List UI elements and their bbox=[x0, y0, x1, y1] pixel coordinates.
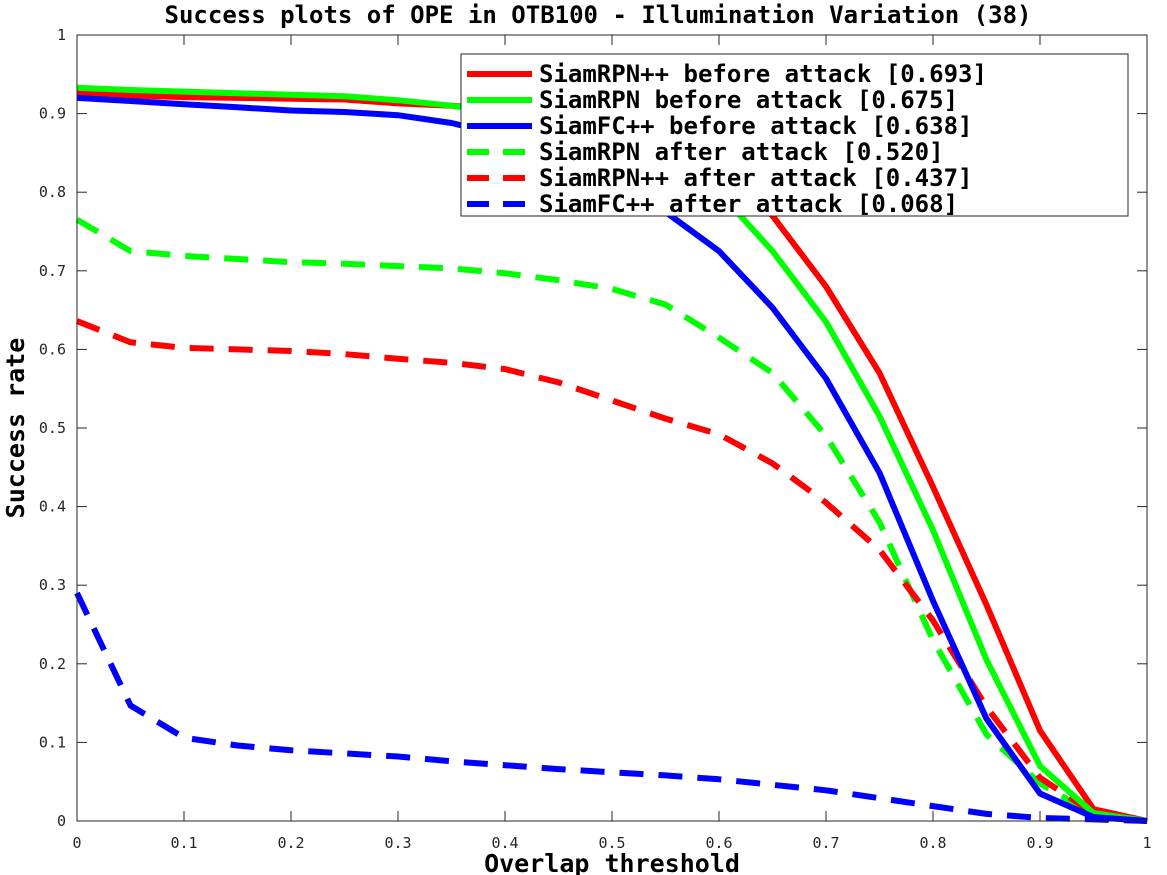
x-tick-label: 0 bbox=[72, 834, 81, 852]
y-tick-label: 0.5 bbox=[39, 419, 66, 437]
y-tick-label: 0.9 bbox=[39, 105, 66, 123]
x-tick-label: 0.8 bbox=[919, 834, 946, 852]
y-tick-label: 1 bbox=[57, 26, 66, 44]
y-tick-label: 0.2 bbox=[39, 655, 66, 673]
legend-label-5: SiamRPN++ after attack [0.437] bbox=[539, 164, 972, 192]
x-tick-label: 0.2 bbox=[277, 834, 304, 852]
legend: SiamRPN++ before attack [0.693]SiamRPN b… bbox=[460, 53, 1129, 218]
x-tick-label: 0.9 bbox=[1026, 834, 1053, 852]
x-tick-label: 0.7 bbox=[812, 834, 839, 852]
legend-entries: SiamRPN++ before attack [0.693]SiamRPN b… bbox=[467, 60, 987, 218]
x-tick-label: 0.3 bbox=[384, 834, 411, 852]
tick-layer: 0 0.1 0.2 0.3 0.4 0.5 0.6 0.7 0.8 0.9 1 0 0.1 0.2 0.3 0… bbox=[39, 26, 1152, 852]
y-tick-label: 0.1 bbox=[39, 733, 66, 751]
y-tick-label: 0.8 bbox=[39, 183, 66, 201]
x-tick-label: 0.1 bbox=[170, 834, 197, 852]
x-tick-label: 0.5 bbox=[598, 834, 625, 852]
y-tick-label: 0.7 bbox=[39, 262, 66, 280]
x-axis-label: Overlap threshold bbox=[484, 849, 740, 875]
y-tick-label: 0.3 bbox=[39, 576, 66, 594]
series-line-4 bbox=[75, 217, 1148, 824]
y-tick-label: 0.4 bbox=[39, 498, 66, 516]
x-tick-label: 0.6 bbox=[705, 834, 732, 852]
x-tick-label: 0.4 bbox=[491, 834, 518, 852]
legend-label-3: SiamFC++ before attack [0.638] bbox=[539, 112, 972, 140]
legend-label-2: SiamRPN before attack [0.675] bbox=[539, 86, 958, 114]
y-tick-label: 0.6 bbox=[39, 340, 66, 358]
y-tick-label: 0 bbox=[57, 812, 66, 830]
series-line-6 bbox=[74, 591, 1148, 824]
legend-box bbox=[460, 53, 1129, 217]
legend-label-4: SiamRPN after attack [0.520] bbox=[539, 138, 944, 166]
chart-title: Success plots of OPE in OTB100 - Illumin… bbox=[165, 1, 1032, 29]
legend-label-6: SiamFC++ after attack [0.068] bbox=[539, 190, 958, 218]
x-tick-label: 1 bbox=[1142, 834, 1151, 852]
legend-label-1: SiamRPN++ before attack [0.693] bbox=[539, 60, 987, 88]
y-axis-label: Success rate bbox=[1, 338, 30, 519]
